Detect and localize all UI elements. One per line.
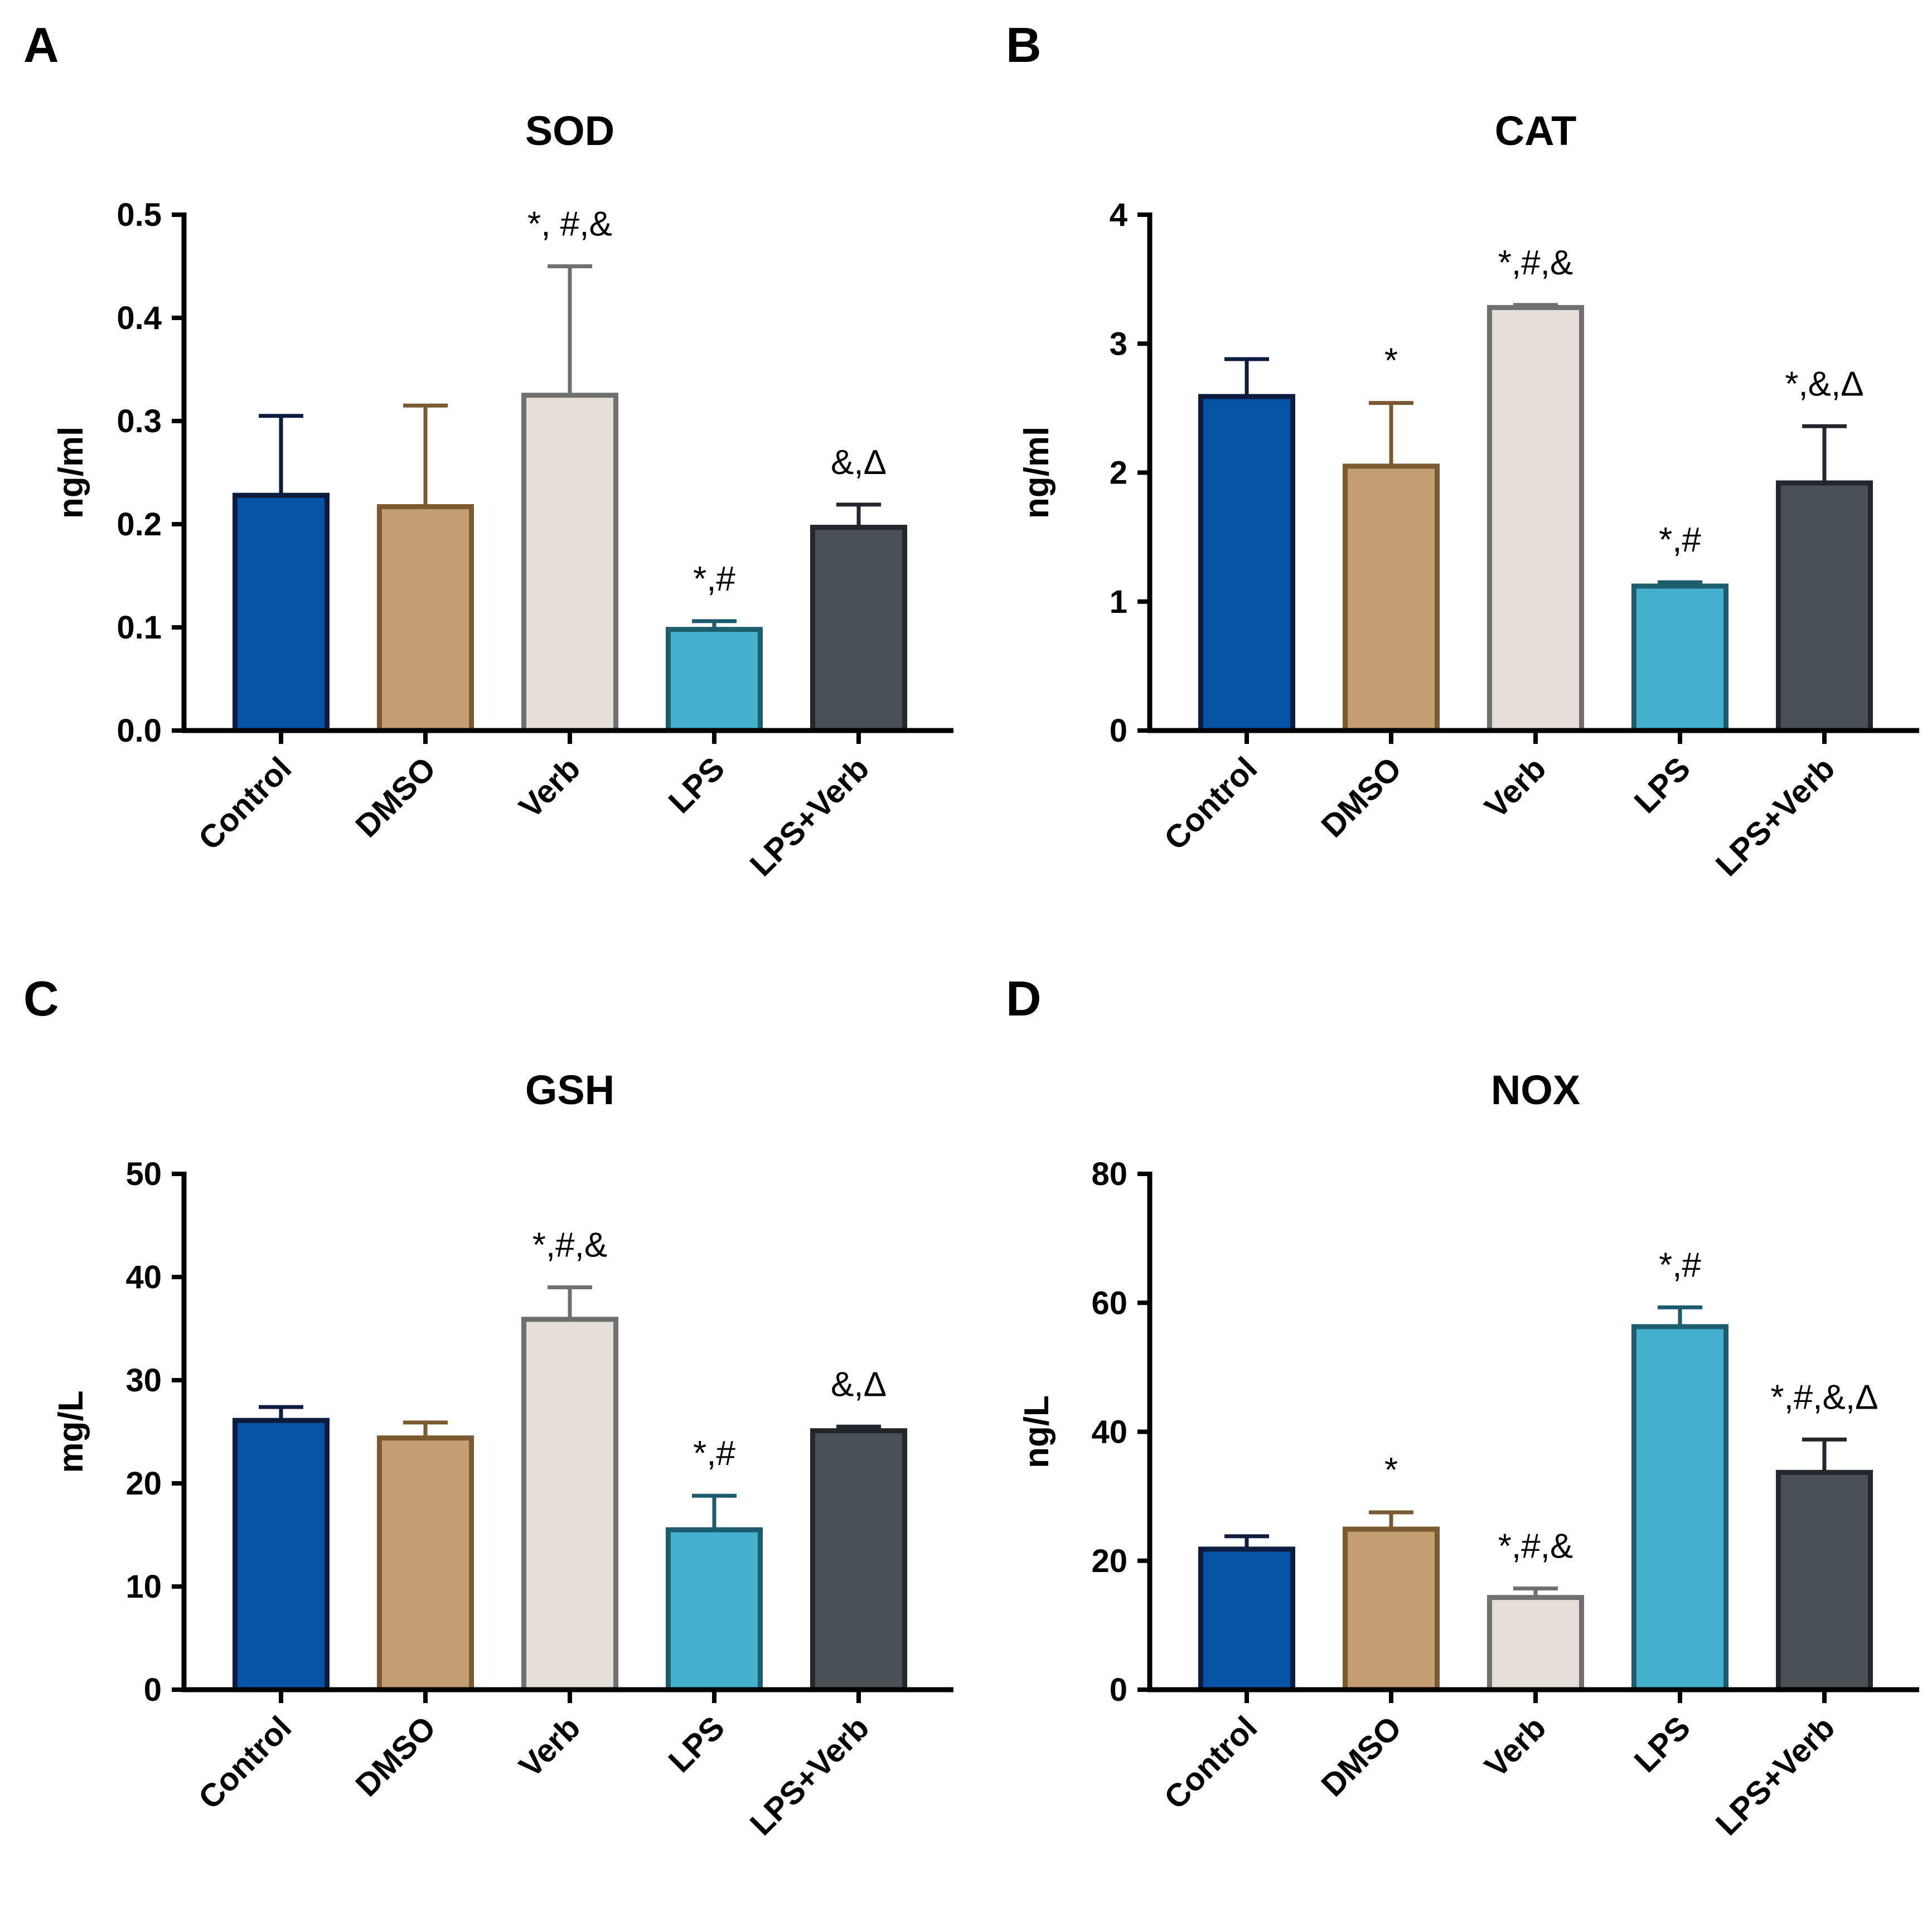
significance-annotation: *,&,Δ: [1785, 365, 1863, 403]
bar: [1343, 1526, 1440, 1692]
significance-annotation: *,#: [693, 560, 735, 598]
bar: [810, 1428, 907, 1692]
y-tick-label: 0.3: [117, 403, 162, 439]
y-tick-label: 80: [1091, 1156, 1127, 1192]
panel-c: C GSH mg/L 0 10 20 30 40 50 Control DMSO Verb *,#,&…: [0, 959, 966, 1920]
y-tick-label: 0.0: [117, 713, 162, 749]
y-tick-label: 0: [144, 1672, 162, 1708]
y-axis-label: ng/ml: [52, 427, 90, 519]
y-tick-label: 40: [1091, 1414, 1127, 1450]
panel-a: A SOD ng/ml 0.0 0.1 0.2 0.3 0.4 0.5 Control DMSO V…: [0, 0, 966, 959]
y-tick-label: 0.5: [117, 197, 162, 233]
bar: [1343, 463, 1440, 733]
y-tick-label: 1: [1110, 584, 1127, 620]
y-tick-label: 0.2: [117, 506, 162, 543]
chart-title: SOD: [525, 108, 614, 154]
y-tick-label: 60: [1091, 1285, 1127, 1321]
bar: [666, 1527, 763, 1692]
bar: [1198, 1546, 1295, 1692]
y-tick-label: 0.1: [117, 610, 162, 646]
chart-title: CAT: [1495, 108, 1577, 154]
y-axis-label: ng/L: [1018, 1395, 1056, 1468]
significance-annotation: *,#,&: [532, 1226, 607, 1265]
y-tick-label: 20: [125, 1466, 162, 1502]
x-tick-label: LPS+Verb: [1709, 750, 1842, 883]
bar: [377, 504, 474, 733]
x-tick-label: LPS: [661, 1709, 732, 1779]
significance-annotation: *: [1384, 342, 1398, 380]
x-tick-label: DMSO: [1314, 1709, 1408, 1803]
x-tick-label: Verb: [1478, 750, 1553, 825]
panel-d: D NOX ng/L 0 20 40 60 80 Control DMSO * Verb *,#,& L…: [966, 959, 1932, 1920]
y-tick-label: 3: [1110, 326, 1127, 362]
y-tick-label: 0.4: [117, 300, 162, 336]
y-tick-label: 20: [1091, 1543, 1127, 1579]
y-tick-label: 4: [1110, 197, 1127, 233]
significance-annotation: *,#,&: [1498, 244, 1573, 282]
y-tick-label: 50: [125, 1156, 162, 1192]
x-tick-label: DMSO: [348, 1709, 443, 1803]
x-tick-label: LPS: [661, 750, 732, 820]
y-tick-label: 0: [1110, 1672, 1127, 1708]
x-tick-label: LPS+Verb: [743, 750, 877, 883]
x-tick-label: Verb: [512, 1709, 587, 1784]
bar: [1487, 1595, 1584, 1692]
y-tick-label: 0: [1110, 713, 1127, 749]
bar: [810, 525, 907, 733]
bar: [521, 393, 618, 733]
chart-title: NOX: [1491, 1067, 1580, 1113]
x-tick-label: LPS+Verb: [743, 1709, 877, 1842]
panel-label-d: D: [1006, 971, 1042, 1026]
bar: [1198, 394, 1295, 733]
y-tick-label: 2: [1110, 455, 1127, 491]
chart-gsh: GSH mg/L 0 10 20 30 40 50 Control DMSO Verb *,#,& LP…: [52, 1067, 953, 1842]
x-tick-label: Verb: [1478, 1709, 1553, 1784]
x-tick-label: Control: [191, 750, 298, 857]
x-tick-label: LPS: [1627, 1709, 1697, 1779]
chart-nox: NOX ng/L 0 20 40 60 80 Control DMSO * Verb *,#,& LPS…: [1018, 1067, 1919, 1842]
bar: [233, 492, 330, 733]
bar: [1776, 480, 1873, 733]
x-tick-label: LPS+Verb: [1709, 1709, 1842, 1842]
bar: [1776, 1469, 1873, 1692]
significance-annotation: *,#: [1659, 1246, 1701, 1284]
x-tick-label: Control: [191, 1709, 298, 1816]
x-tick-label: DMSO: [1314, 750, 1408, 844]
bar: [1487, 305, 1584, 733]
bar: [233, 1418, 330, 1692]
significance-annotation: &,Δ: [831, 443, 887, 482]
significance-annotation: &,Δ: [831, 1365, 887, 1404]
chart-cat: CAT ng/ml 0 1 2 3 4 Control DMSO * Verb *,#,& LPS *,#…: [1018, 108, 1919, 883]
y-tick-label: 40: [125, 1259, 162, 1295]
y-axis-label: ng/ml: [1018, 427, 1056, 519]
x-tick-label: Control: [1157, 750, 1264, 857]
y-tick-label: 30: [125, 1362, 162, 1399]
panel-label-b: B: [1006, 17, 1042, 72]
bar: [377, 1435, 474, 1692]
significance-annotation: *,#,&: [1498, 1527, 1573, 1565]
y-tick-label: 10: [125, 1569, 162, 1605]
bar: [666, 627, 763, 733]
bar: [1631, 583, 1728, 733]
bar: [521, 1317, 618, 1692]
significance-annotation: *,#: [1659, 521, 1701, 559]
chart-title: GSH: [525, 1067, 614, 1113]
panel-b: B CAT ng/ml 0 1 2 3 4 Control DMSO * Verb *,#,& LPS *…: [966, 0, 1932, 959]
significance-annotation: *,#: [693, 1434, 735, 1473]
significance-annotation: *, #,&: [527, 205, 612, 244]
chart-sod: SOD ng/ml 0.0 0.1 0.2 0.3 0.4 0.5 Control DMSO Ver…: [52, 108, 953, 883]
x-tick-label: Control: [1157, 1709, 1264, 1816]
significance-annotation: *,#,&,Δ: [1770, 1378, 1878, 1416]
bar: [1631, 1324, 1728, 1692]
y-axis-label: mg/L: [52, 1390, 90, 1473]
panel-label-c: C: [23, 971, 59, 1026]
significance-annotation: *: [1384, 1451, 1398, 1489]
panel-label-a: A: [23, 17, 59, 72]
x-tick-label: LPS: [1627, 750, 1697, 820]
x-tick-label: DMSO: [348, 750, 443, 844]
x-tick-label: Verb: [512, 750, 587, 825]
